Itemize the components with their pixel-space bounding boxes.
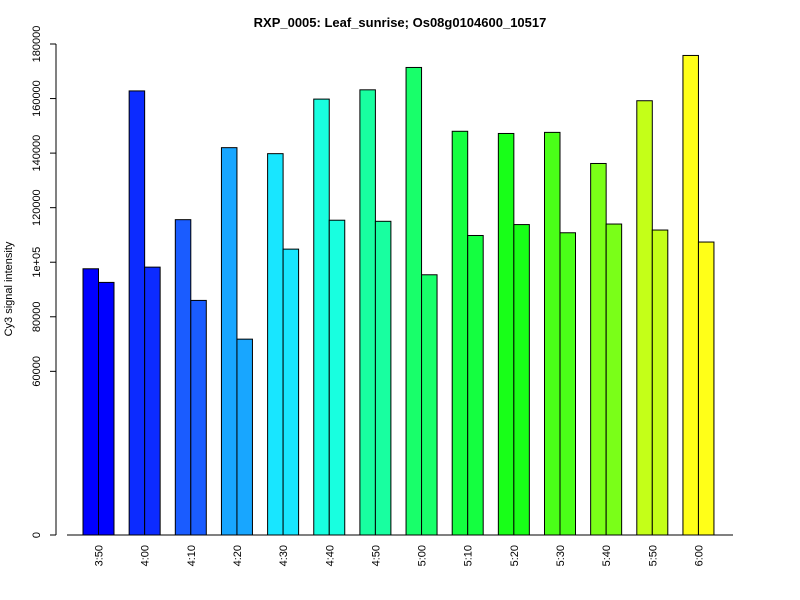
bar-510-1 bbox=[451, 130, 469, 536]
bar-350-1 bbox=[82, 268, 99, 536]
x-tick-label: 4:20 bbox=[232, 545, 244, 566]
x-tick-label: 4:40 bbox=[324, 545, 336, 566]
bar-530-2 bbox=[559, 232, 576, 536]
chart-title: RXP_0005: Leaf_sunrise; Os08g0104600_105… bbox=[254, 15, 547, 30]
bar-510-2 bbox=[467, 234, 484, 536]
bar-520-2 bbox=[513, 224, 530, 536]
bar-420-2 bbox=[236, 338, 253, 536]
y-tick-label: 160000 bbox=[31, 80, 43, 117]
x-tick-label: 4:10 bbox=[186, 545, 198, 566]
bar-450-1 bbox=[359, 89, 376, 536]
y-tick-label: 80000 bbox=[31, 301, 43, 332]
y-axis-label: Cy3 signal intensity bbox=[3, 241, 15, 336]
bar-410-1 bbox=[174, 219, 192, 536]
bars bbox=[82, 54, 715, 536]
bar-440-2 bbox=[328, 219, 346, 536]
bar-440-1 bbox=[313, 98, 330, 536]
y-axis: 0 60000 80000 1e+05 120000 140000 160000 180000 bbox=[31, 26, 57, 538]
x-tick-label: 5:00 bbox=[417, 545, 429, 566]
bar-430-1 bbox=[267, 153, 284, 536]
bar-540-1 bbox=[590, 162, 607, 536]
y-tick-label: 60000 bbox=[31, 356, 43, 387]
y-tick-label: 140000 bbox=[31, 135, 43, 172]
bar-520-1 bbox=[497, 132, 515, 536]
x-tick-label: 5:10 bbox=[463, 545, 475, 566]
y-tick-label: 120000 bbox=[31, 189, 43, 226]
bar-410-2 bbox=[190, 299, 207, 536]
x-tick-label: 3:50 bbox=[94, 545, 106, 566]
x-tick-label: 5:50 bbox=[647, 545, 659, 566]
bar-540-2 bbox=[605, 223, 623, 536]
x-tick-label: 4:50 bbox=[370, 545, 382, 566]
x-axis: 3:50 4:00 4:10 4:20 4:30 4:40 4:50 5:00 5:10 5:20… bbox=[67, 534, 733, 566]
x-tick-label: 4:00 bbox=[140, 545, 152, 566]
bar-430-2 bbox=[282, 248, 300, 536]
y-tick-label: 0 bbox=[31, 532, 43, 538]
bar-350-2 bbox=[98, 281, 115, 536]
bar-420-1 bbox=[220, 147, 238, 536]
bar-400-2 bbox=[144, 266, 161, 536]
x-tick-label: 6:00 bbox=[693, 545, 705, 566]
x-tick-label: 5:40 bbox=[601, 545, 613, 566]
bar-550-1 bbox=[636, 100, 653, 536]
x-tick-label: 5:30 bbox=[555, 545, 567, 566]
bar-400-1 bbox=[128, 90, 146, 536]
bar-530-1 bbox=[544, 131, 561, 536]
bar-500-2 bbox=[421, 274, 438, 536]
x-tick-label: 4:30 bbox=[278, 545, 290, 566]
bar-450-2 bbox=[374, 220, 392, 536]
bar-600-2 bbox=[697, 241, 715, 536]
bar-500-1 bbox=[405, 66, 423, 536]
y-tick-label: 180000 bbox=[31, 26, 43, 63]
bar-550-2 bbox=[651, 229, 669, 536]
x-tick-label: 5:20 bbox=[509, 545, 521, 566]
bar-600-1 bbox=[682, 54, 699, 536]
y-tick-label: 1e+05 bbox=[31, 247, 43, 278]
